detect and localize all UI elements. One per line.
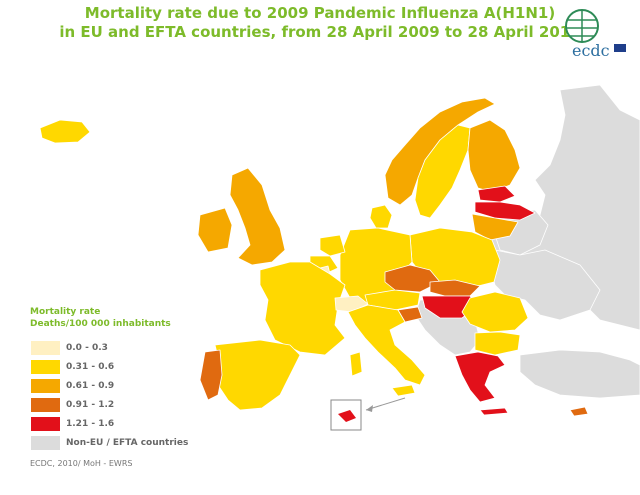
legend-item: Non-EU / EFTA countries — [30, 433, 188, 452]
country-uk — [229, 167, 286, 266]
legend-swatch — [30, 339, 61, 356]
legend: Mortality rate Deaths/100 000 inhabitant… — [30, 306, 188, 452]
legend-item: 0.0 - 0.3 — [30, 338, 188, 357]
country-estonia — [477, 185, 516, 203]
legend-title-line-1: Mortality rate — [30, 307, 101, 317]
title-line-2: in EU and EFTA countries, from 28 April … — [59, 23, 581, 41]
logo-text: ecdc — [572, 41, 610, 60]
country-finland — [467, 119, 521, 193]
country-netherlands — [319, 234, 346, 257]
legend-label: Non-EU / EFTA countries — [66, 437, 189, 448]
legend-swatch — [30, 434, 61, 451]
non-eu-ukraine — [489, 249, 601, 321]
legend-label: 1.21 - 1.6 — [66, 418, 115, 429]
legend-label: 0.91 - 1.2 — [66, 399, 115, 410]
country-lithuania — [471, 213, 519, 241]
legend-swatch — [30, 396, 61, 413]
source-text: ECDC, 2010/ MoH - EWRS — [30, 459, 133, 468]
country-latvia — [474, 201, 536, 221]
country-ireland — [197, 207, 233, 253]
legend-swatch — [30, 377, 61, 394]
legend-items: 0.0 - 0.3 0.31 - 0.6 0.61 - 0.9 0.91 - 1.2 1… — [30, 338, 188, 452]
country-norway — [384, 97, 496, 206]
country-france — [259, 261, 346, 356]
country-italy — [347, 304, 426, 386]
country-romania — [461, 291, 529, 333]
non-eu-turkey — [519, 349, 640, 399]
legend-item: 0.31 - 0.6 — [30, 357, 188, 376]
title-line-1: Mortality rate due to 2009 Pandemic Infl… — [84, 4, 556, 22]
legend-label: 0.31 - 0.6 — [66, 361, 115, 372]
legend-label: 0.0 - 0.3 — [66, 342, 108, 353]
legend-item: 0.91 - 1.2 — [30, 395, 188, 414]
legend-title-line-2: Deaths/100 000 inhabitants — [30, 319, 171, 329]
legend-label: 0.61 - 0.9 — [66, 380, 115, 391]
malta-pointer-arrow — [366, 405, 373, 412]
country-sicily — [391, 384, 416, 397]
legend-item: 1.21 - 1.6 — [30, 414, 188, 433]
country-crete — [479, 407, 509, 416]
country-bulgaria — [474, 331, 521, 356]
country-spain — [214, 339, 301, 411]
map-title: Mortality rate due to 2009 Pandemic Infl… — [0, 4, 640, 42]
non-eu-iceland — [39, 119, 91, 144]
legend-title: Mortality rate Deaths/100 000 inhabitant… — [30, 306, 188, 330]
country-denmark — [369, 204, 393, 229]
country-greece — [454, 351, 506, 403]
country-cyprus — [569, 406, 589, 417]
country-portugal — [199, 349, 223, 401]
country-sweden — [414, 124, 471, 219]
legend-item: 0.61 - 0.9 — [30, 376, 188, 395]
legend-swatch — [30, 415, 61, 432]
legend-swatch — [30, 358, 61, 375]
country-malta — [338, 410, 356, 422]
ecdc-logo: ecdc — [565, 9, 626, 60]
country-sardinia — [349, 351, 363, 377]
